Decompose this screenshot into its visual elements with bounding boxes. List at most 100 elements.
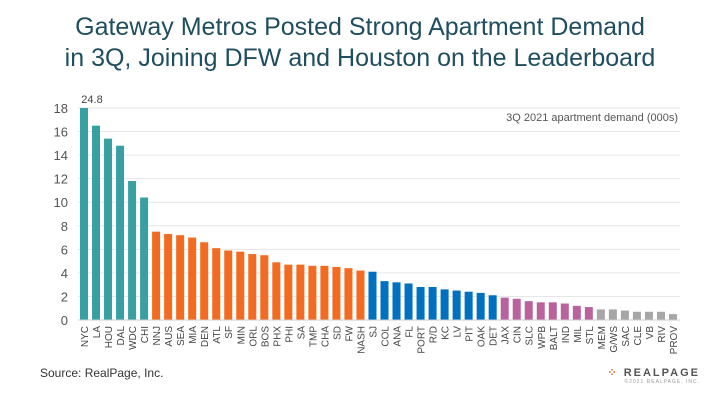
x-tick-label: SJ	[368, 326, 379, 338]
bar-dal	[116, 145, 125, 320]
bar-cha	[320, 265, 329, 320]
bar-min	[236, 251, 245, 320]
x-tick-label: KC	[441, 326, 452, 340]
x-tick-label: TMP	[308, 326, 319, 347]
x-tick-label: SLC	[525, 326, 536, 345]
x-tick-label: R/D	[429, 326, 440, 343]
y-tick-label: 4	[61, 266, 68, 281]
bar-phi	[284, 264, 293, 320]
x-tick-label: SA	[296, 326, 307, 340]
y-tick-label: 18	[54, 101, 68, 116]
bar-ind	[560, 303, 569, 320]
x-tick-label: DET	[489, 326, 500, 346]
x-tick-label: OAK	[477, 326, 488, 347]
y-tick-label: 16	[54, 125, 68, 140]
x-tick-label: DEN	[200, 326, 211, 347]
x-tick-label: PIT	[465, 326, 476, 342]
bar-mia	[188, 237, 197, 320]
bar-pit	[464, 291, 473, 320]
x-tick-label: WDC	[128, 326, 139, 350]
bar-aus	[164, 234, 173, 320]
x-tick-label: CHA	[320, 326, 331, 347]
bar-wdc	[128, 181, 137, 320]
logo-dots-icon: ⁘	[607, 367, 624, 379]
x-tick-label: ORL	[248, 326, 259, 347]
x-tick-label: VB	[645, 326, 656, 340]
bar-stl	[584, 307, 593, 320]
x-tick-label: MIN	[236, 326, 247, 344]
bar-nash	[356, 270, 365, 320]
x-tick-label: NYC	[80, 326, 91, 347]
bar-tmp	[308, 265, 317, 320]
bar-sea	[176, 235, 185, 320]
x-tick-label: ANA	[393, 326, 404, 347]
x-tick-label: LV	[453, 326, 464, 338]
x-tick-label: JAX	[501, 326, 512, 345]
x-tick-label: MIA	[188, 326, 199, 344]
y-tick-label: 2	[61, 289, 68, 304]
bar-sd	[332, 267, 341, 320]
bar-chi	[140, 197, 149, 320]
bar-orl	[248, 254, 257, 320]
x-tick-label: LA	[92, 326, 103, 339]
bar-hou	[104, 138, 113, 320]
bar-phx	[272, 262, 281, 320]
bar-mem	[596, 309, 605, 320]
bar-fl	[404, 283, 413, 320]
bar-oak	[476, 292, 485, 320]
x-tick-label: NASH	[356, 326, 367, 354]
bar-port	[416, 287, 425, 320]
x-tick-label: PHI	[284, 326, 295, 343]
bar-bos	[260, 255, 269, 320]
bar-r-d	[428, 287, 437, 320]
x-tick-label: DAL	[116, 326, 127, 346]
bar-den	[200, 242, 209, 320]
x-tick-label: PHX	[272, 326, 283, 347]
bar-jax	[500, 297, 509, 320]
bar-atl	[212, 248, 221, 320]
x-tick-label: COL	[381, 326, 392, 347]
x-tick-label: SF	[224, 326, 235, 339]
title-line-2: in 3Q, Joining DFW and Houston on the Le…	[64, 44, 656, 72]
bar-fw	[344, 268, 353, 320]
bar-det	[488, 295, 497, 320]
title-line-1: Gateway Metros Posted Strong Apartment D…	[75, 13, 645, 41]
bar-ana	[392, 282, 401, 320]
bar-la	[92, 125, 101, 321]
bar-wpb	[536, 302, 545, 320]
bar-nyc	[80, 108, 88, 320]
bar-g-ws	[608, 309, 617, 320]
source-note: Source: RealPage, Inc.	[40, 366, 164, 380]
bar-lv	[452, 290, 461, 320]
x-tick-label: SEA	[176, 326, 187, 346]
bar-sa	[296, 264, 305, 320]
x-tick-label: AUS	[164, 326, 175, 347]
bar-nnj	[152, 231, 161, 320]
bar-mil	[572, 305, 581, 320]
x-tick-label: PROV	[669, 326, 680, 355]
bar-riv	[656, 311, 665, 320]
x-tick-label: CHI	[140, 326, 151, 343]
x-tick-label: MEM	[597, 326, 608, 349]
bar-cin	[512, 298, 521, 320]
bar-cle	[632, 311, 641, 320]
x-tick-label: SD	[332, 326, 343, 340]
bar-sac	[620, 310, 629, 320]
x-tick-label: PORT	[417, 326, 428, 354]
x-tick-label: SAC	[621, 326, 632, 347]
bar-kc	[440, 289, 449, 320]
legend-label: 3Q 2021 apartment demand (000s)	[506, 112, 678, 124]
y-tick-label: 8	[61, 219, 68, 234]
x-tick-label: NNJ	[152, 326, 163, 345]
logo-copyright: ©2021 REALPAGE, INC.	[624, 379, 700, 385]
bar-balt	[548, 302, 557, 320]
logo-text: REALPAGE	[623, 367, 700, 379]
x-tick-label: CIN	[513, 326, 524, 343]
x-tick-label: MIL	[573, 326, 584, 343]
data-label: 24.8	[81, 94, 102, 106]
chart-title: Gateway Metros Posted Strong Apartment D…	[0, 12, 720, 74]
bar-sj	[368, 271, 377, 320]
y-tick-label: 10	[54, 195, 68, 210]
x-tick-label: IND	[561, 326, 572, 343]
